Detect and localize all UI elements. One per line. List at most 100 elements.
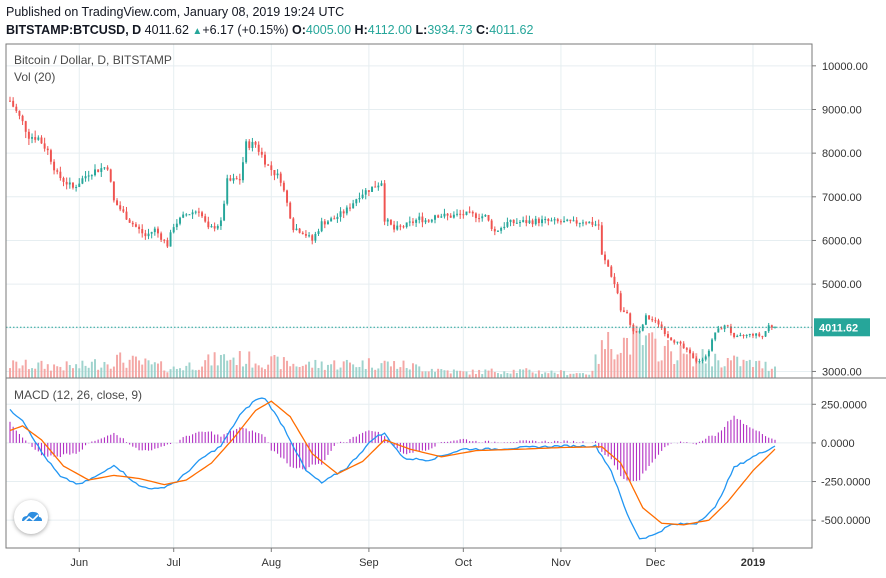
candle-body [537, 218, 540, 224]
volume-bar [84, 365, 87, 378]
volume-bar [685, 354, 688, 378]
volume-bar [345, 359, 348, 378]
candle-body [622, 310, 625, 312]
volume-bar [679, 345, 682, 378]
time-tick-label: Sep [359, 557, 379, 569]
volume-bar [304, 364, 307, 378]
candle-body [175, 223, 178, 228]
volume-bar [112, 366, 115, 378]
tradingview-logo[interactable] [14, 500, 48, 534]
candle-body [465, 211, 468, 215]
last-price: 4011.62 [144, 23, 189, 37]
volume-bar [493, 372, 496, 378]
volume-bar [711, 366, 714, 378]
candle-body [430, 219, 433, 222]
candle-body [94, 169, 96, 176]
candlesticks[interactable] [9, 96, 776, 364]
candle-body [197, 211, 200, 213]
volume-bar [626, 337, 629, 378]
candle-body [153, 228, 156, 233]
candle-body [235, 178, 238, 180]
price-tick-label: 9000.00 [822, 104, 862, 116]
volume-bar [31, 368, 34, 378]
volume-bar [229, 359, 232, 378]
candle-body [462, 214, 465, 216]
volume-bar [607, 331, 610, 378]
candle-body [21, 115, 24, 122]
volume-bar [408, 369, 411, 378]
candle-body [260, 151, 263, 155]
candle-body [641, 324, 644, 331]
candle-body [563, 220, 566, 223]
candle-body [238, 179, 241, 181]
volume-bar [638, 331, 641, 378]
candle-body [264, 154, 266, 165]
volume-bar [43, 368, 46, 378]
macd-axis[interactable]: 250.0000 0.0000 -250.0000 -500.0000 [812, 399, 871, 527]
volume-bar [116, 354, 119, 378]
volume-bar [37, 362, 40, 378]
time-axis[interactable]: Jun Jul Aug Sep Oct Nov Dec 2019 [70, 548, 765, 569]
candle-body [62, 178, 65, 182]
macd-histogram [9, 415, 776, 482]
volume-bar [770, 368, 773, 378]
volume-bar [326, 364, 329, 378]
volume-bar [689, 347, 691, 378]
volume-bar [323, 369, 326, 378]
candle-body [449, 215, 452, 218]
candle-body [166, 240, 169, 247]
candle-body [638, 330, 641, 333]
macd-tick-label: -250.0000 [821, 477, 871, 489]
volume-bar [484, 369, 487, 378]
volume-bar [78, 368, 81, 378]
candle-body [273, 170, 276, 176]
price-marker: 4011.62 [814, 318, 870, 337]
candle-body [147, 233, 150, 237]
candle-body [774, 327, 776, 329]
volume-bar [525, 368, 528, 378]
volume-bar [670, 351, 673, 378]
volume-bar [405, 368, 408, 378]
candle-body [100, 168, 103, 172]
candle-body [399, 225, 402, 227]
candle-body [500, 227, 503, 231]
volume-bar [367, 358, 370, 378]
candle-body [610, 266, 613, 277]
chart-frame [5, 43, 886, 549]
candle-body [49, 150, 52, 162]
volume-bar [65, 361, 68, 378]
volume-bar [449, 373, 452, 378]
candle-body [437, 215, 440, 218]
volume-bar [531, 372, 534, 378]
candle-body [547, 219, 550, 222]
volume-bar [163, 370, 166, 378]
candle-body [764, 331, 767, 337]
grid [6, 44, 812, 548]
candle-body [468, 211, 471, 213]
volume-bar [418, 366, 421, 378]
volume-bar [216, 365, 219, 378]
candle-body [323, 221, 326, 225]
volume-bar [156, 363, 159, 378]
candle-body [531, 220, 534, 225]
candle-body [185, 214, 188, 216]
candle-body [487, 214, 490, 221]
volume-bar [660, 360, 663, 378]
volume-bar [471, 369, 474, 378]
volume-bar [295, 366, 298, 378]
volume-bar [714, 353, 717, 378]
price-axis[interactable]: 10000.00 9000.00 8000.00 7000.00 6000.00 5000… [812, 61, 868, 379]
volume-bar [632, 327, 635, 378]
volume-bar [160, 361, 163, 378]
candle-body [125, 211, 128, 220]
volume-bar [377, 368, 380, 378]
volume-bar [594, 354, 597, 378]
candle-body [116, 200, 119, 206]
candle-body [569, 219, 572, 222]
volume-bar [682, 353, 685, 378]
candle-body [56, 170, 59, 172]
volume-bar [27, 369, 30, 378]
candle-body [670, 337, 673, 341]
volume-bar [226, 360, 229, 378]
